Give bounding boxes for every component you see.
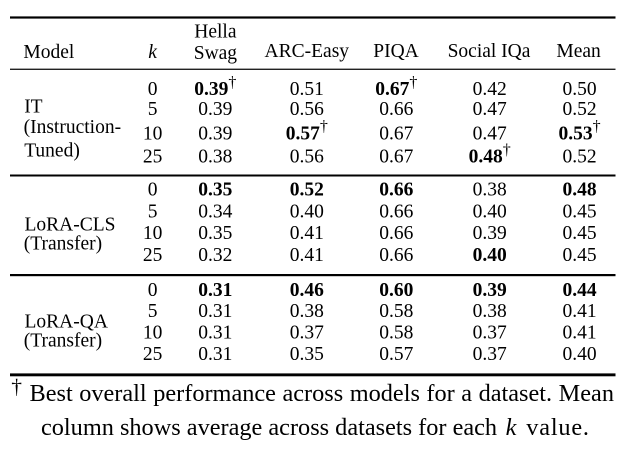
svg-text:0.66: 0.66 xyxy=(379,99,413,120)
svg-text:ARC-Easy: ARC-Easy xyxy=(265,41,350,62)
svg-text:0.41: 0.41 xyxy=(290,245,324,266)
svg-text:25: 25 xyxy=(143,147,163,168)
svg-text:0.39: 0.39 xyxy=(473,280,507,301)
svg-text:LoRA-QA: LoRA-QA xyxy=(25,312,108,333)
svg-text:0.57: 0.57 xyxy=(379,344,413,365)
svg-text:0.58: 0.58 xyxy=(379,323,413,344)
svg-text:Model: Model xyxy=(23,42,74,63)
svg-text:Hella: Hella xyxy=(194,22,237,43)
svg-text:0.45: 0.45 xyxy=(563,245,597,266)
svg-text:5: 5 xyxy=(148,202,158,223)
svg-text:0.39: 0.39 xyxy=(473,223,507,244)
svg-text:(Instruction-: (Instruction- xyxy=(24,117,121,138)
svg-text:0.45: 0.45 xyxy=(563,202,597,223)
svg-text:0.53: 0.53 xyxy=(559,123,593,144)
svg-text:10: 10 xyxy=(143,123,163,144)
svg-text:0.58: 0.58 xyxy=(379,301,413,322)
svg-text:25: 25 xyxy=(143,245,163,266)
svg-text:0.52: 0.52 xyxy=(563,99,597,120)
svg-text:0.66: 0.66 xyxy=(379,180,413,201)
svg-text:†: † xyxy=(593,118,601,135)
svg-text:value.: value. xyxy=(526,414,590,441)
svg-text:0.48: 0.48 xyxy=(469,147,503,168)
svg-text:0.67: 0.67 xyxy=(379,147,413,168)
svg-text:0.48: 0.48 xyxy=(563,180,597,201)
svg-text:0.37: 0.37 xyxy=(473,323,507,344)
svg-text:0.35: 0.35 xyxy=(198,180,232,201)
svg-text:0.31: 0.31 xyxy=(198,323,232,344)
svg-text:LoRA-CLS: LoRA-CLS xyxy=(25,214,116,235)
svg-text:0.60: 0.60 xyxy=(379,280,413,301)
svg-text:†: † xyxy=(409,74,417,91)
svg-text:0.40: 0.40 xyxy=(290,202,324,223)
svg-text:Mean: Mean xyxy=(556,41,601,62)
svg-text:0.32: 0.32 xyxy=(198,245,232,266)
svg-text:0.39: 0.39 xyxy=(194,79,228,100)
svg-text:0.40: 0.40 xyxy=(473,202,507,223)
svg-text:PIQA: PIQA xyxy=(373,41,419,62)
svg-text:0.38: 0.38 xyxy=(473,180,507,201)
svg-text:0.38: 0.38 xyxy=(290,301,324,322)
svg-text:0.47: 0.47 xyxy=(473,99,507,120)
svg-text:0.47: 0.47 xyxy=(473,123,507,144)
svg-text:0.56: 0.56 xyxy=(290,147,324,168)
svg-text:IT: IT xyxy=(24,97,42,118)
svg-text:Social IQa: Social IQa xyxy=(448,41,531,62)
svg-text:10: 10 xyxy=(143,323,163,344)
svg-text:5: 5 xyxy=(148,99,158,120)
svg-text:†: † xyxy=(11,375,22,399)
svg-text:0.39: 0.39 xyxy=(198,123,232,144)
svg-text:0.31: 0.31 xyxy=(198,280,232,301)
svg-text:0.41: 0.41 xyxy=(563,301,597,322)
svg-text:k: k xyxy=(148,42,157,63)
svg-text:0.66: 0.66 xyxy=(379,245,413,266)
svg-text:0.52: 0.52 xyxy=(563,147,597,168)
svg-text:0.41: 0.41 xyxy=(290,223,324,244)
svg-text:0.56: 0.56 xyxy=(290,99,324,120)
svg-text:10: 10 xyxy=(143,223,163,244)
svg-text:0.37: 0.37 xyxy=(290,323,324,344)
svg-text:0.66: 0.66 xyxy=(379,223,413,244)
svg-text:†: † xyxy=(228,74,236,91)
svg-text:0.35: 0.35 xyxy=(198,223,232,244)
svg-text:0.57: 0.57 xyxy=(286,123,320,144)
svg-text:0.67: 0.67 xyxy=(379,123,413,144)
svg-text:†: † xyxy=(320,118,328,135)
svg-text:(Transfer): (Transfer) xyxy=(24,233,102,254)
svg-text:0.45: 0.45 xyxy=(563,223,597,244)
svg-text:0.40: 0.40 xyxy=(473,245,507,266)
svg-text:0.67: 0.67 xyxy=(375,79,409,100)
svg-text:0.44: 0.44 xyxy=(563,280,597,301)
svg-text:0.31: 0.31 xyxy=(198,301,232,322)
svg-text:Best overall performance acros: Best overall performance across models f… xyxy=(30,380,614,407)
svg-text:0.39: 0.39 xyxy=(198,99,232,120)
svg-text:0.42: 0.42 xyxy=(473,79,507,100)
svg-text:0.40: 0.40 xyxy=(563,344,597,365)
svg-text:(Transfer): (Transfer) xyxy=(24,331,102,352)
svg-text:0.41: 0.41 xyxy=(563,323,597,344)
svg-text:0.51: 0.51 xyxy=(290,79,324,100)
svg-text:0.34: 0.34 xyxy=(198,202,232,223)
svg-text:Swag: Swag xyxy=(194,43,238,64)
svg-text:0.46: 0.46 xyxy=(290,280,324,301)
svg-text:0.38: 0.38 xyxy=(198,147,232,168)
svg-text:0: 0 xyxy=(148,79,158,100)
svg-text:0: 0 xyxy=(148,280,158,301)
svg-text:Tuned): Tuned) xyxy=(24,141,80,162)
svg-text:0.35: 0.35 xyxy=(290,344,324,365)
svg-text:25: 25 xyxy=(143,344,163,365)
svg-text:0: 0 xyxy=(148,180,158,201)
svg-text:k: k xyxy=(506,414,518,441)
svg-text:0.31: 0.31 xyxy=(198,344,232,365)
svg-text:0.66: 0.66 xyxy=(379,202,413,223)
svg-text:column shows average across da: column shows average across datasets for… xyxy=(41,414,497,441)
svg-text:†: † xyxy=(503,141,511,158)
svg-text:0.52: 0.52 xyxy=(290,180,324,201)
svg-text:0.37: 0.37 xyxy=(473,344,507,365)
svg-text:0.38: 0.38 xyxy=(473,301,507,322)
svg-text:0.50: 0.50 xyxy=(563,79,597,100)
svg-text:5: 5 xyxy=(148,301,158,322)
